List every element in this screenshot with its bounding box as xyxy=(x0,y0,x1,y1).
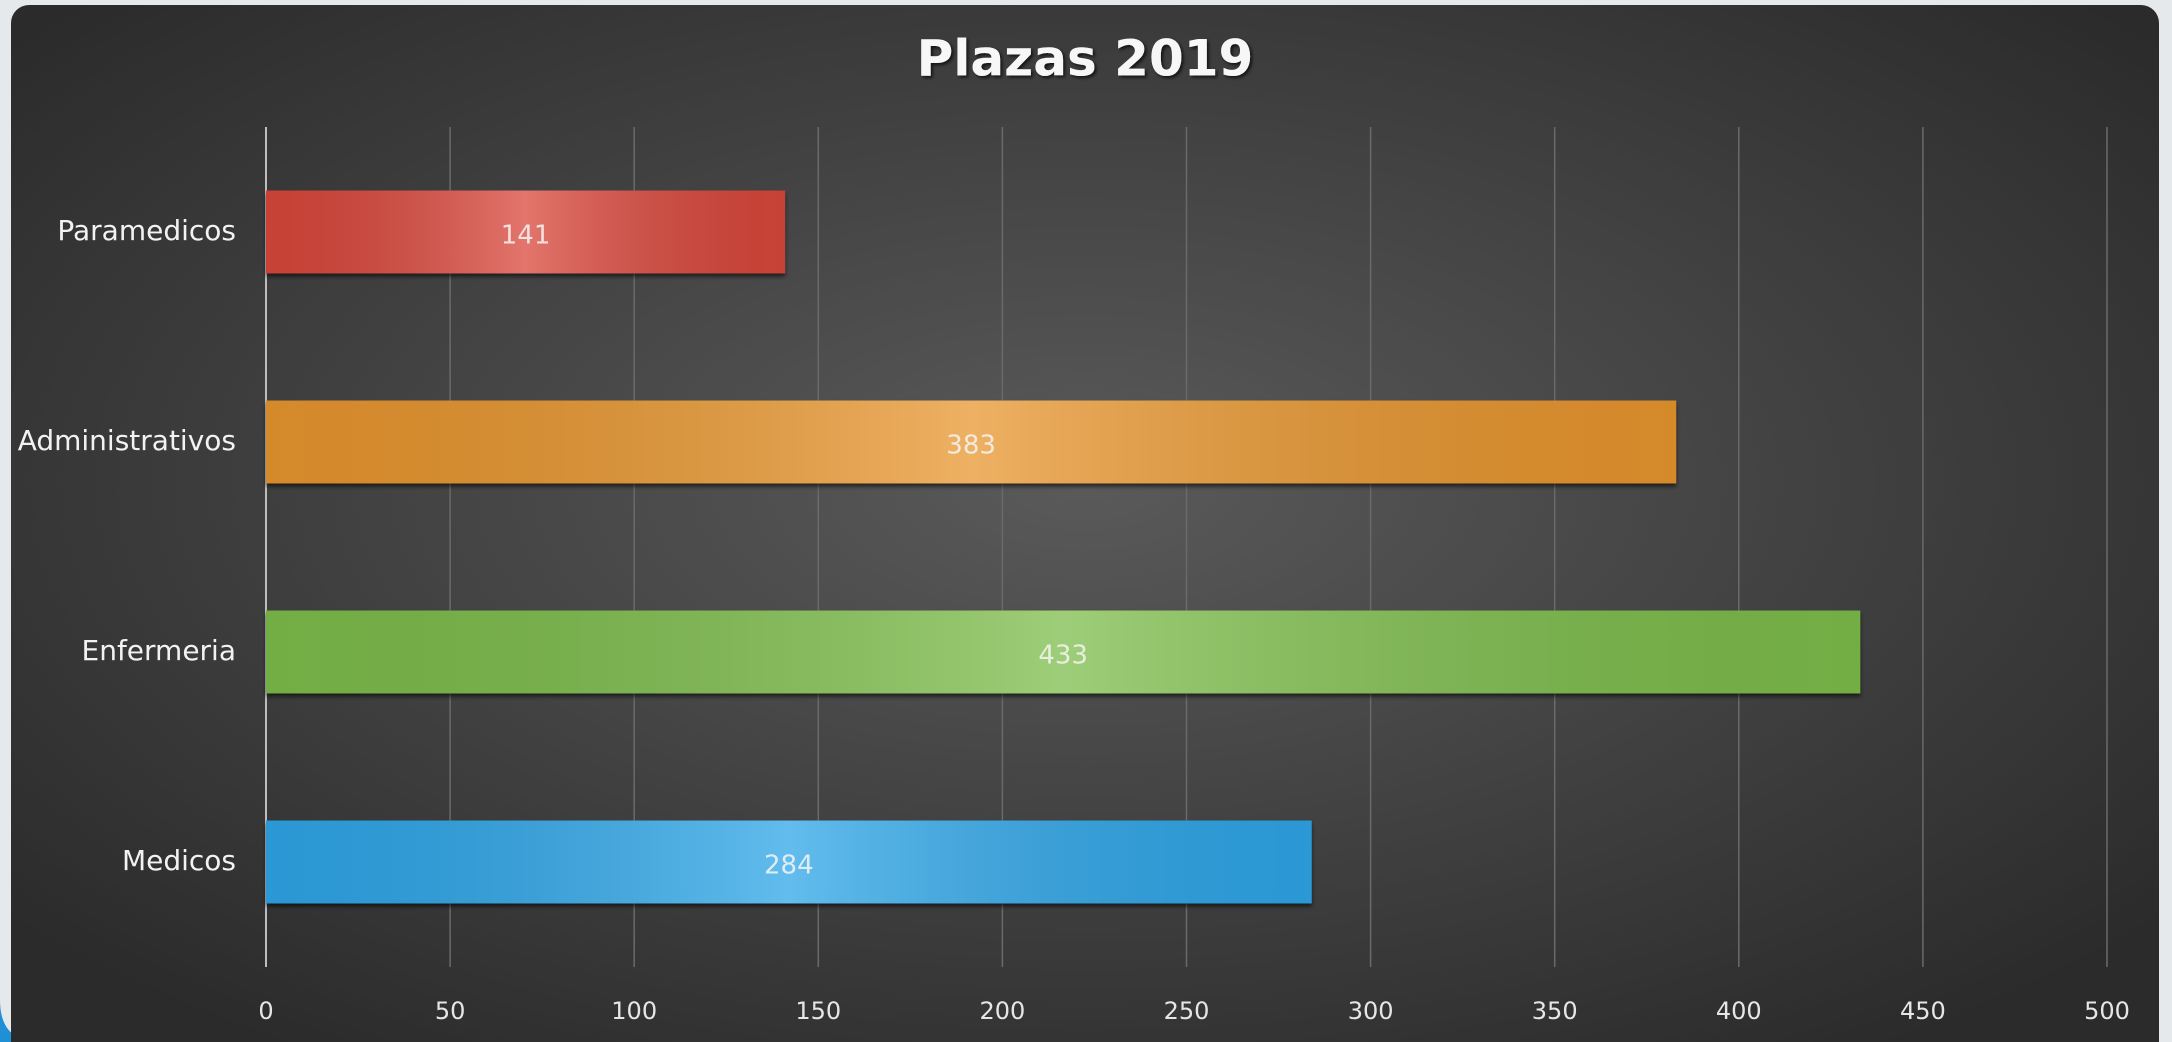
x-tick-label: 100 xyxy=(611,997,657,1025)
value-label: 433 xyxy=(1038,641,1088,671)
x-tick-label: 50 xyxy=(435,997,466,1025)
y-tick-label: Administrativos xyxy=(18,424,236,457)
chart-title: Plazas 2019 xyxy=(917,30,1254,88)
value-label: 383 xyxy=(946,431,996,461)
bar-sheen xyxy=(266,820,1312,904)
x-tick-label: 0 xyxy=(258,997,273,1025)
x-tick-label: 450 xyxy=(1900,997,1946,1025)
value-label: 284 xyxy=(764,851,814,881)
bar-sheen xyxy=(266,610,1861,694)
bar-sheen xyxy=(266,190,786,274)
x-tick-label: 400 xyxy=(1716,997,1762,1025)
x-tick-label: 200 xyxy=(979,997,1025,1025)
bar-sheen xyxy=(266,400,1677,484)
y-tick-label: Enfermeria xyxy=(82,634,237,667)
x-tick-label: 300 xyxy=(1348,997,1394,1025)
corner-accent xyxy=(0,1000,40,1042)
value-label: 141 xyxy=(501,221,551,251)
x-tick-label: 500 xyxy=(2084,997,2130,1025)
x-tick-label: 150 xyxy=(795,997,841,1025)
y-tick-label: Medicos xyxy=(122,844,236,877)
y-tick-label: Paramedicos xyxy=(57,214,236,247)
x-tick-label: 350 xyxy=(1532,997,1578,1025)
x-tick-label: 250 xyxy=(1164,997,1210,1025)
